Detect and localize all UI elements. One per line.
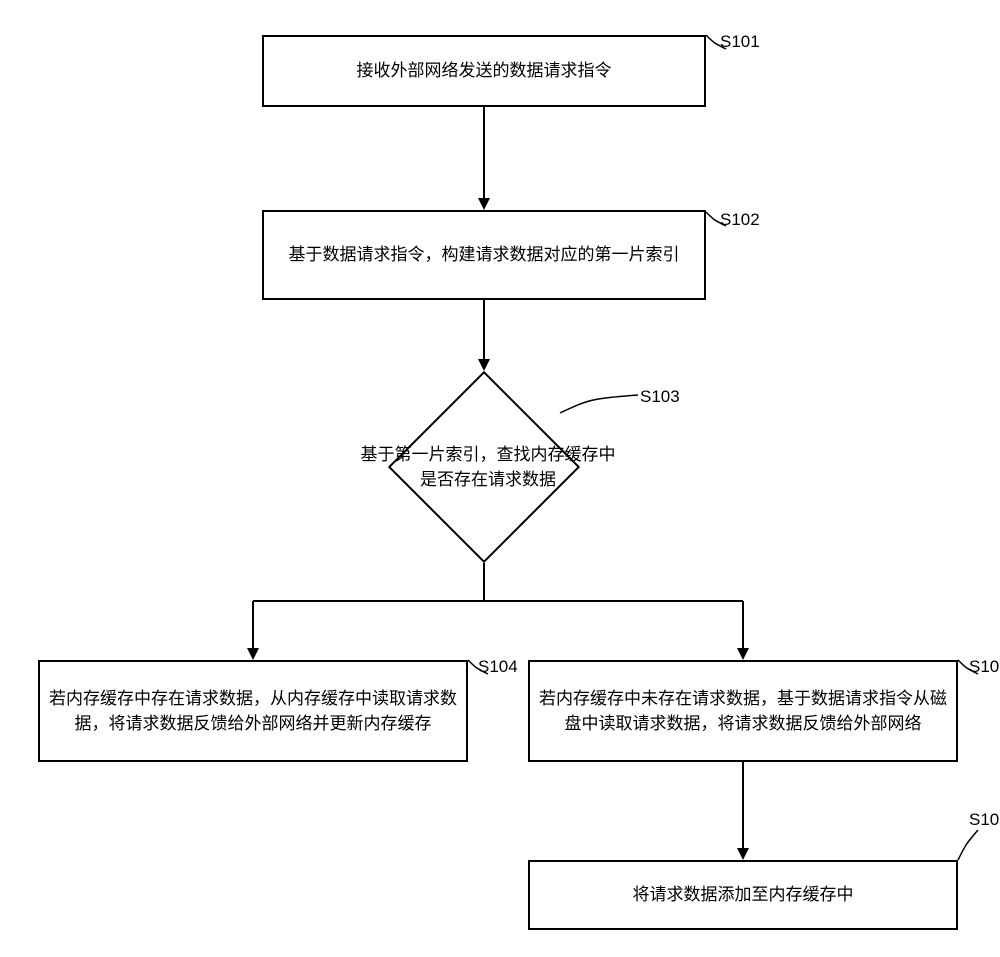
edge-s102-s103 [478,300,490,371]
edge-s101-s102 [478,107,490,210]
leader-s101 [706,35,728,53]
leader-s103 [560,395,640,413]
process-text: 将请求数据添加至内存缓存中 [633,882,854,908]
leader-s105 [958,660,980,678]
step-label-s106: S106 [969,810,1000,830]
process-text: 基于数据请求指令，构建请求数据对应的第一片索引 [289,242,680,268]
process-text: 若内存缓存中存在请求数据，从内存缓存中读取请求数据，将请求数据反馈给外部网络并更… [48,686,458,737]
leader-s102 [706,212,728,230]
decision-text-s103: 基于第一片索引，查找内存缓存中是否存在请求数据 [358,437,618,497]
edge-branch-s104 [247,601,259,660]
process-text: 若内存缓存中未存在请求数据，基于数据请求指令从磁盘中读取请求数据，将请求数据反馈… [538,686,948,737]
edge-s105-s106 [737,762,749,860]
process-s101: 接收外部网络发送的数据请求指令 [262,35,706,107]
process-s104: 若内存缓存中存在请求数据，从内存缓存中读取请求数据，将请求数据反馈给外部网络并更… [38,660,468,762]
process-s106: 将请求数据添加至内存缓存中 [528,860,958,930]
process-s102: 基于数据请求指令，构建请求数据对应的第一片索引 [262,210,706,300]
process-s105: 若内存缓存中未存在请求数据，基于数据请求指令从磁盘中读取请求数据，将请求数据反馈… [528,660,958,762]
edge-s103-branch [478,563,490,601]
leader-s106 [958,830,980,865]
edge-branch-s105 [737,601,749,660]
process-text: 接收外部网络发送的数据请求指令 [357,58,612,84]
decision-text: 基于第一片索引，查找内存缓存中是否存在请求数据 [358,442,618,493]
leader-s104 [468,660,490,678]
step-label-s103: S103 [640,387,680,407]
